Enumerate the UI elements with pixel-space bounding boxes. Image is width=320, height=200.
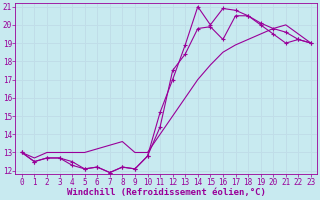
X-axis label: Windchill (Refroidissement éolien,°C): Windchill (Refroidissement éolien,°C) bbox=[67, 188, 266, 197]
